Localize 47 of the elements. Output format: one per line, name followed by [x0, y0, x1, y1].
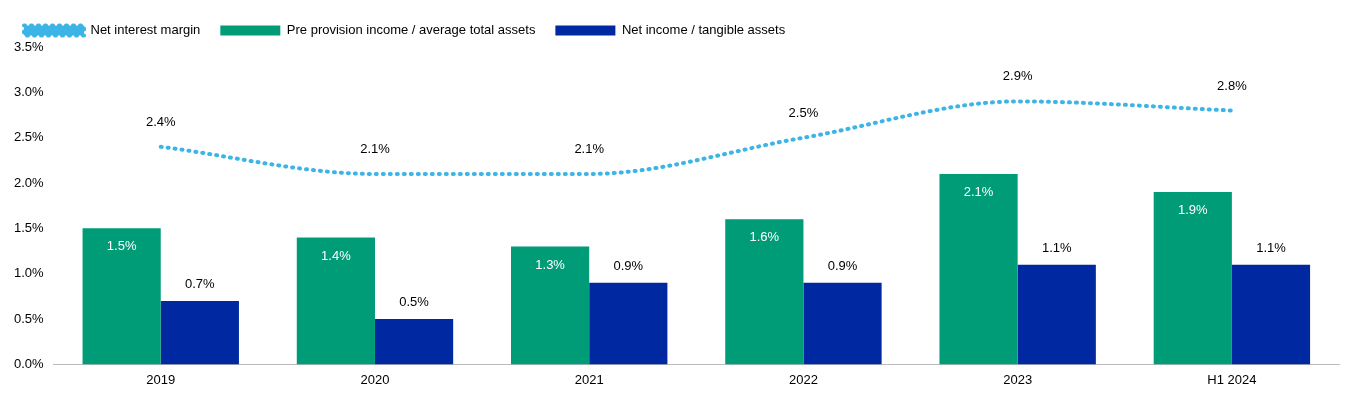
data-label: 0.7%: [185, 276, 216, 291]
data-label: 1.6%: [749, 229, 780, 245]
data-label: 1.1%: [1041, 239, 1073, 255]
data-label: 1.4%: [321, 247, 352, 263]
bar: [1231, 264, 1311, 365]
bar: [939, 173, 1018, 365]
data-label: 2.1%: [963, 184, 994, 200]
y-tick-label: 0.0%: [13, 355, 45, 371]
bar: [374, 319, 454, 365]
data-label: 1.9%: [1177, 202, 1209, 218]
x-tick-label: 2021: [574, 371, 604, 387]
data-label: 0.9%: [827, 257, 858, 273]
data-label: 1.3%: [535, 256, 566, 272]
bar: [160, 300, 239, 365]
legend-label: Net income / tangible assets: [621, 22, 786, 38]
bar: [589, 282, 668, 365]
data-label: 2.9%: [1002, 68, 1033, 84]
data-label: 2.8%: [1217, 77, 1248, 93]
y-tick-label: 0.5%: [13, 310, 45, 326]
data-label: 2.1%: [360, 141, 391, 157]
bar: [725, 219, 804, 365]
y-tick-label: 3.5%: [13, 38, 45, 54]
bar: [1153, 192, 1232, 365]
bar: [803, 282, 882, 365]
x-tick-label: 2019: [146, 371, 176, 387]
data-label: 0.9%: [613, 257, 644, 273]
y-tick-label: 3.0%: [13, 83, 45, 99]
bar: [1017, 264, 1096, 365]
data-label: 2.4%: [145, 113, 176, 129]
x-tick-label: 2022: [788, 371, 818, 387]
x-tick-label: H1 2024: [1207, 371, 1257, 387]
data-label: 1.1%: [1256, 239, 1287, 255]
data-label: 2.5%: [788, 104, 819, 120]
y-tick-label: 1.5%: [13, 219, 45, 235]
bar: [511, 246, 590, 365]
y-tick-label: 2.0%: [13, 174, 45, 190]
legend-label: Pre provision income / average total assets: [286, 22, 536, 38]
x-tick-label: 2020: [360, 371, 390, 387]
bar: [82, 228, 161, 365]
bar: [296, 237, 375, 365]
data-label: 1.5%: [106, 238, 137, 254]
data-label: 2.1%: [574, 141, 605, 157]
y-tick-label: 1.0%: [13, 265, 45, 281]
x-tick-label: 2023: [1003, 371, 1033, 387]
y-tick-label: 2.5%: [13, 129, 45, 145]
data-label: 0.5%: [399, 294, 430, 310]
legend-label: Net interest margin: [90, 22, 201, 38]
